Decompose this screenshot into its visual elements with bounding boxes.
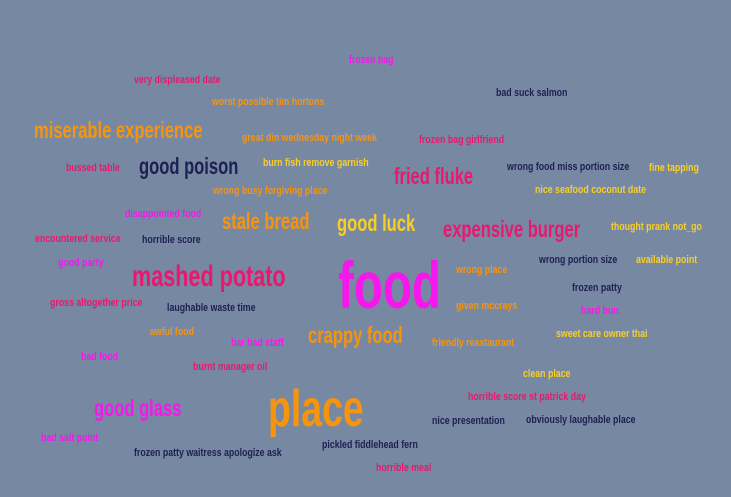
word-good-party: good party [58, 257, 104, 269]
word-wrong-food-miss-portion-size: wrong food miss portion size [507, 161, 630, 173]
word-crappy-food: crappy food [308, 322, 403, 348]
word-good-glass: good glass [94, 395, 182, 421]
word-worst-possible-tim-hortons: worst possible tim hortons [212, 96, 325, 108]
word-available-point: available point [636, 254, 698, 266]
word-burn-fish-remove-garnish: burn fish remove garnish [263, 157, 369, 169]
word-frozen-bag-girlfriend: frozen bag girlfriend [419, 134, 505, 146]
word-frozen-patty-waitress-apologize-ask: frozen patty waitress apologize ask [134, 447, 282, 459]
word-horrible-score: horrible score [142, 234, 201, 246]
word-nice-seafood-coconut-date: nice seafood coconut date [535, 184, 646, 196]
word-bad-suck-salmon: bad suck salmon [496, 87, 568, 99]
word-pickled-fiddlehead-fern: pickled fiddlehead fern [322, 439, 418, 451]
word-friendly-reastaurant: friendly reastaurant [432, 337, 515, 349]
word-good-luck: good luck [337, 210, 416, 236]
word-expensive-burger: expensive burger [443, 216, 581, 242]
word-stale-bread: stale bread [222, 208, 310, 234]
word-mashed-potato: mashed potato [132, 260, 286, 293]
word-obviously-laughable-place: obviously laughable place [526, 414, 636, 426]
word-nice-presentation: nice presentation [432, 415, 505, 427]
word-wrong-place: wrong place [456, 264, 508, 276]
word-sweet-care-owner-thai: sweet care owner thai [556, 328, 648, 340]
word-bad-food: bad food [81, 351, 119, 363]
word-fried-fluke: fried fluke [394, 163, 474, 189]
word-frozen-patty: frozen patty [572, 282, 622, 294]
word-thought-prank-not-go: thought prank not_go [611, 221, 702, 233]
word-good-poison: good poison [139, 153, 239, 179]
word-laughable-waste-time: laughable waste time [167, 302, 256, 314]
word-wrong-portion-size: wrong portion size [539, 254, 618, 266]
word-place: place [268, 380, 364, 438]
word-frozen-bag: frozen bag [349, 54, 394, 66]
word-horrible-meal: horrible meal [376, 462, 432, 474]
word-awful-food: awful food [150, 326, 194, 338]
word-bad-salt-point: bad salt point [41, 432, 99, 444]
word-burnt-manager-oil: burnt manager oil [193, 361, 268, 373]
word-great-din-wednesday-night-week: great din wednesday night week [242, 132, 377, 144]
word-given-mccrays: given mccrays [456, 300, 518, 312]
word-hard-bun: hard bun [581, 305, 619, 317]
word-disappointed-food: disappointed food [125, 208, 202, 220]
word-encountered-service: encountered service [35, 233, 121, 245]
word-very-displeased-date: very displeased date [134, 74, 221, 86]
word-fine-tapping: fine tapping [649, 162, 699, 174]
word-wrong-busy-forgiving-place: wrong busy forgiving place [213, 185, 328, 197]
word-food: food [338, 248, 441, 322]
word-gross-altogether-price: gross altogether price [50, 297, 143, 309]
word-miserable-experience: miserable experience [34, 117, 203, 143]
word-horrible-score-st-patrick-day: horrible score st patrick day [468, 391, 586, 403]
word-clean-place: clean place [523, 368, 571, 380]
word-bar-had-staff: bar had staff [231, 337, 284, 349]
word-bussed-table: bussed table [66, 162, 120, 174]
